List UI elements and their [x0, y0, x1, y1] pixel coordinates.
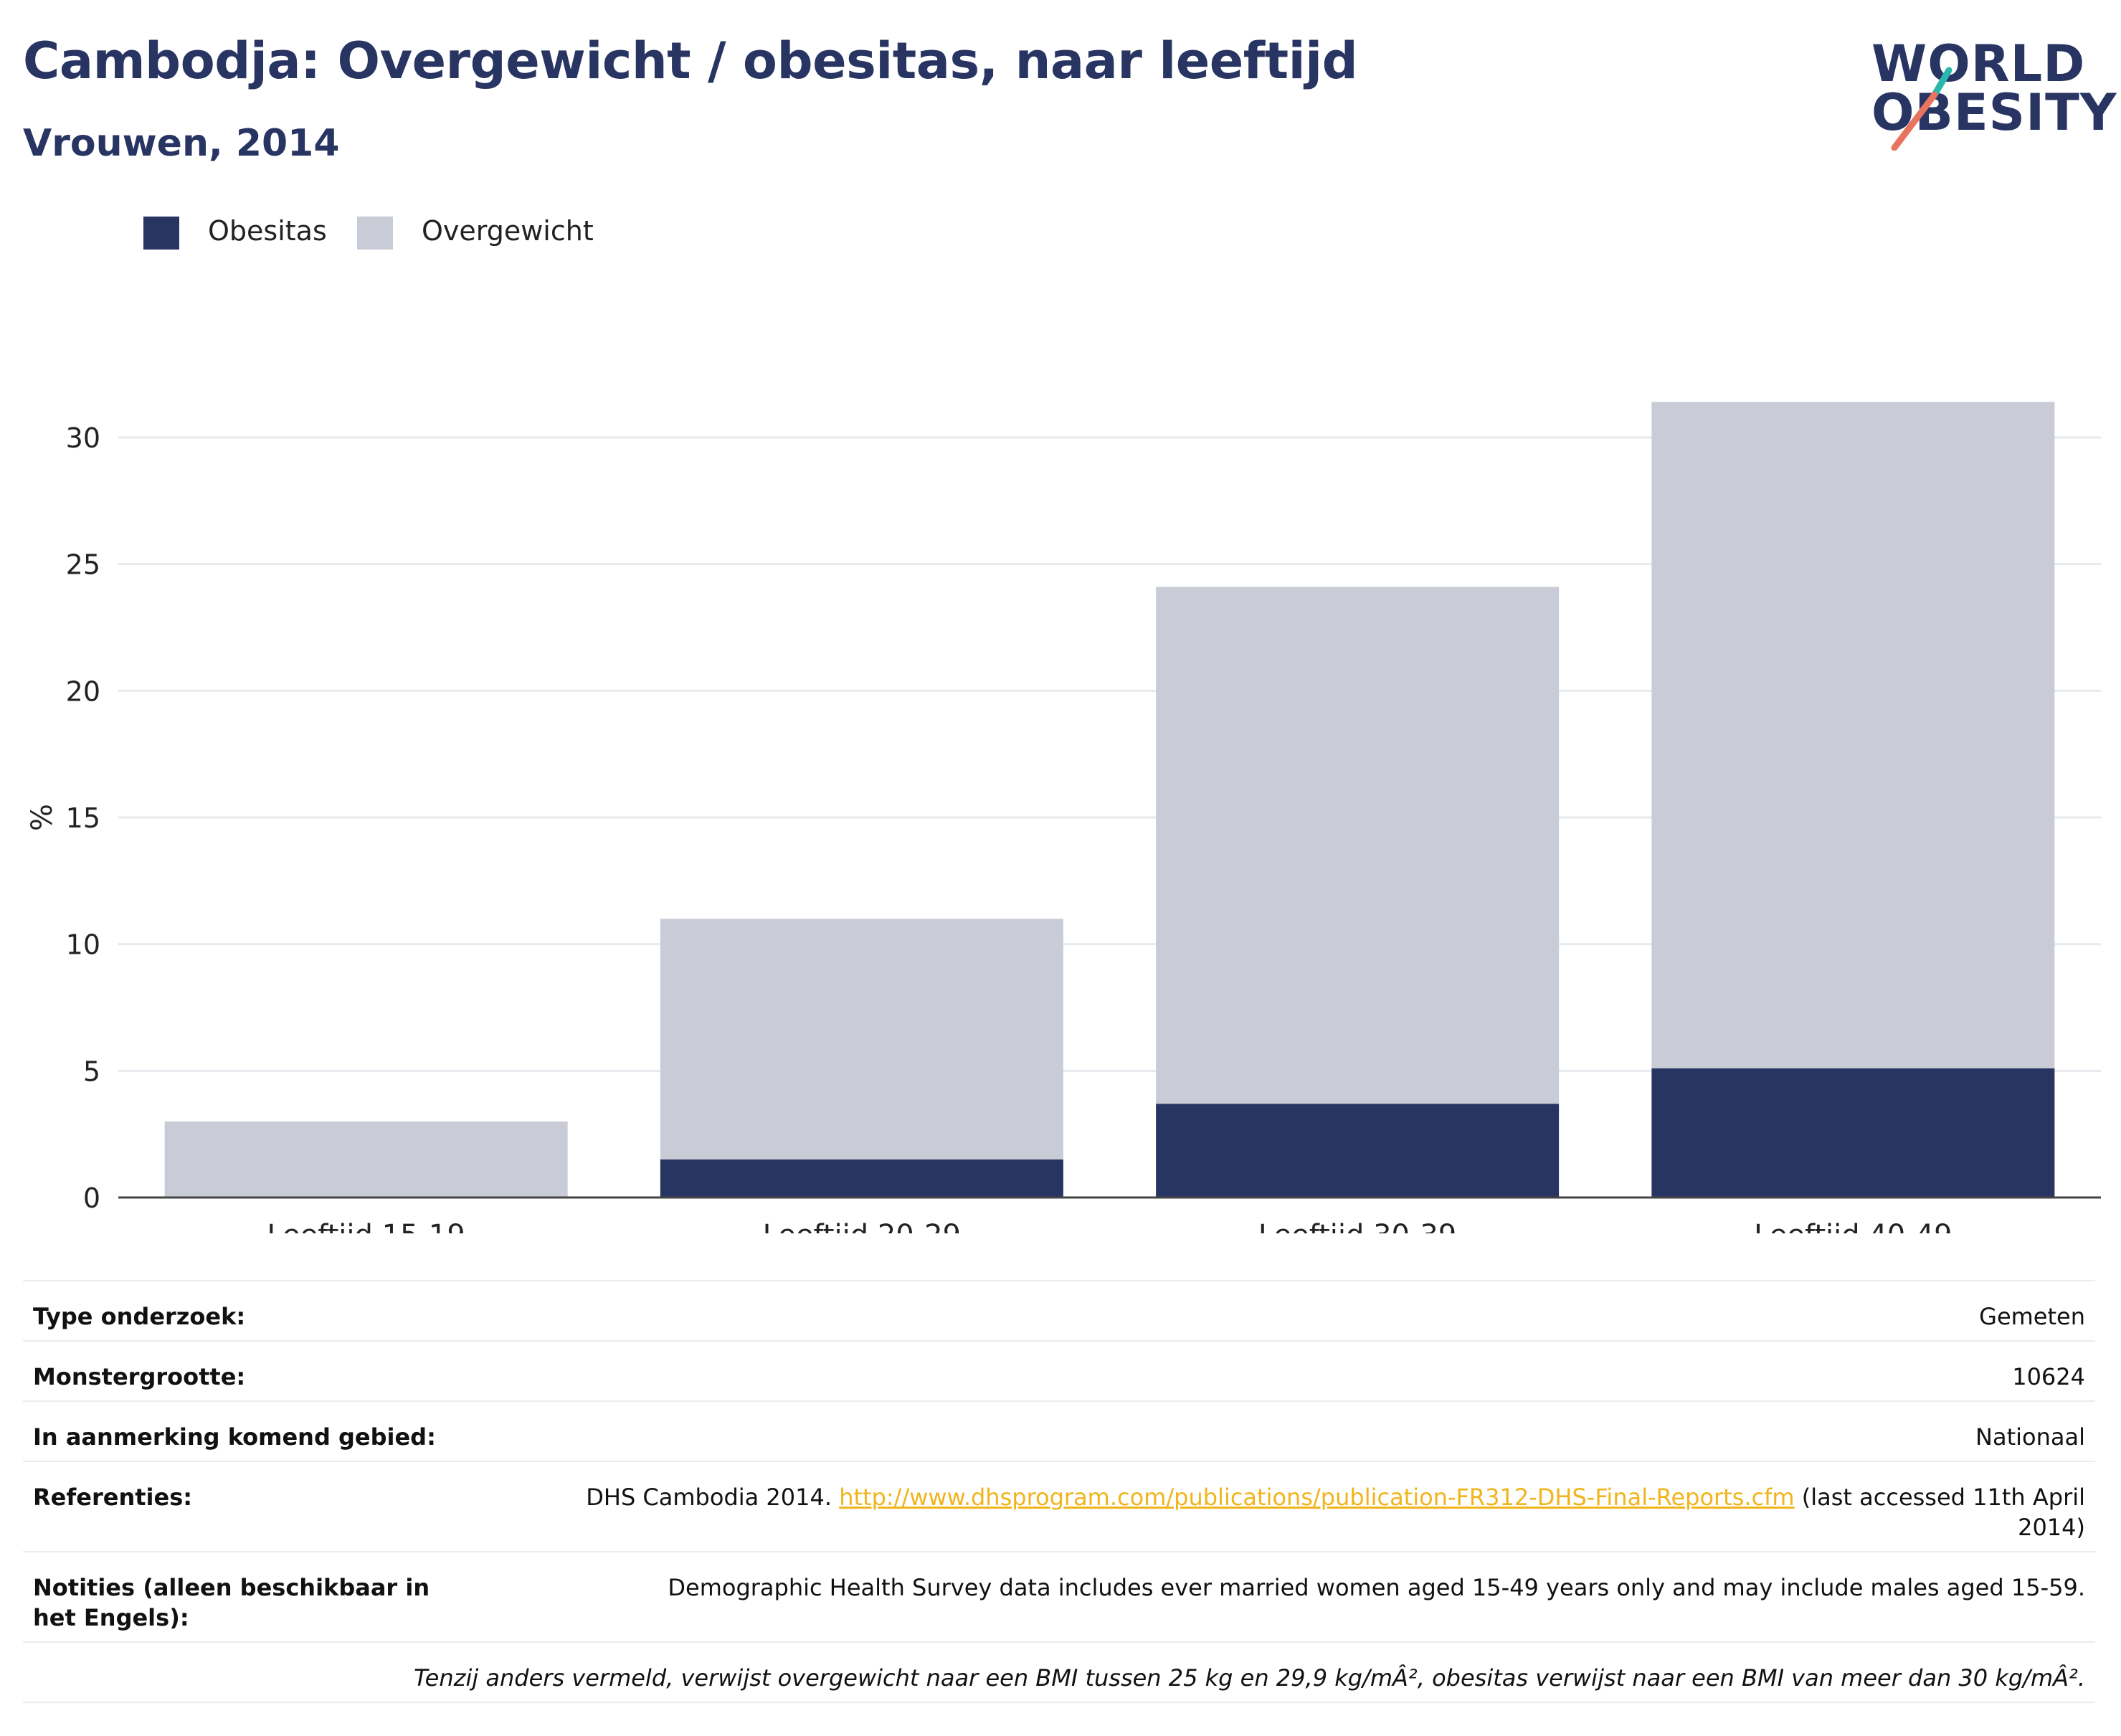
info-value: 10624 — [2012, 1363, 2085, 1390]
y-tick-label: 15 — [66, 802, 100, 834]
info-value: Gemeten — [1979, 1303, 2085, 1330]
info-label: Referenties: — [33, 1484, 193, 1511]
info-label: Notities (alleen beschikbaar in het Enge… — [33, 1574, 430, 1631]
bar-overgewicht — [164, 1121, 568, 1197]
legend-label-overgewicht: Overgewicht — [422, 215, 594, 247]
logo-word-world: WORLD — [1871, 34, 2086, 93]
survey-info-table: Type onderzoek: Gemeten Monstergrootte: … — [23, 1280, 2095, 1703]
info-row-notes: Notities (alleen beschikbaar in het Enge… — [23, 1551, 2095, 1641]
bar-overgewicht — [1156, 587, 1560, 1104]
bar-obesitas — [660, 1159, 1063, 1197]
chart-subtitle: Vrouwen, 2014 — [23, 122, 340, 165]
bar-obesitas — [1651, 1068, 2055, 1197]
info-row-survey-type: Type onderzoek: Gemeten — [23, 1280, 2095, 1340]
info-row-footnote: Tenzij anders vermeld, verwijst overgewi… — [23, 1641, 2095, 1703]
x-tick-label: Leeftijd 20-29 — [763, 1219, 961, 1233]
stacked-bar-chart: 0 5 10 15 20 25 30% Leeftijd 15-19 Leeftijd 20-2… — [26, 402, 2101, 1233]
y-tick-label: 10 — [66, 929, 100, 961]
info-value: Nationaal — [1975, 1423, 2085, 1451]
legend-swatch-overgewicht — [357, 217, 393, 250]
chart-title: Cambodja: Overgewicht / obesitas, naar l… — [23, 32, 1358, 90]
world-obesity-logo: WORLD OBESITY — [1871, 29, 2117, 151]
reference-link[interactable]: http://www.dhsprogram.com/publications/p… — [839, 1484, 1795, 1511]
legend-swatch-obesitas — [143, 217, 179, 250]
legend-label-obesitas: Obesitas — [208, 215, 327, 247]
y-tick-label: 30 — [66, 422, 100, 454]
y-axis-label: % — [26, 804, 59, 831]
x-tick-label: Leeftijd 30-39 — [1258, 1219, 1456, 1233]
x-tick-label: Leeftijd 40-49 — [1754, 1219, 1952, 1233]
logo-slash-icon — [1891, 67, 1952, 151]
reference-suffix: (last accessed 11th April 2014) — [1794, 1484, 2085, 1541]
bar-overgewicht — [660, 919, 1063, 1159]
y-tick-label: 20 — [66, 675, 100, 707]
info-label: In aanmerking komend gebied: — [33, 1423, 436, 1451]
bar-overgewicht — [1651, 402, 2055, 1068]
info-row-area: In aanmerking komend gebied: Nationaal — [23, 1400, 2095, 1461]
bar-obesitas — [1156, 1104, 1560, 1197]
y-tick-label: 5 — [83, 1056, 100, 1087]
reference-text: DHS Cambodia 2014. — [586, 1484, 840, 1511]
bmi-footnote: Tenzij anders vermeld, verwijst overgewi… — [414, 1664, 2085, 1692]
info-label: Monstergrootte: — [33, 1363, 246, 1390]
info-value: DHS Cambodia 2014. http://www.dhsprogram… — [579, 1482, 2085, 1542]
info-label: Type onderzoek: — [33, 1303, 246, 1330]
info-row-sample-size: Monstergrootte: 10624 — [23, 1340, 2095, 1400]
x-tick-label: Leeftijd 15-19 — [267, 1219, 465, 1233]
y-tick-label: 0 — [83, 1182, 100, 1214]
info-row-references: Referenties: DHS Cambodia 2014. http://w… — [23, 1461, 2095, 1551]
y-tick-label: 25 — [66, 549, 100, 581]
info-value: Demographic Health Survey data includes … — [668, 1574, 2085, 1601]
